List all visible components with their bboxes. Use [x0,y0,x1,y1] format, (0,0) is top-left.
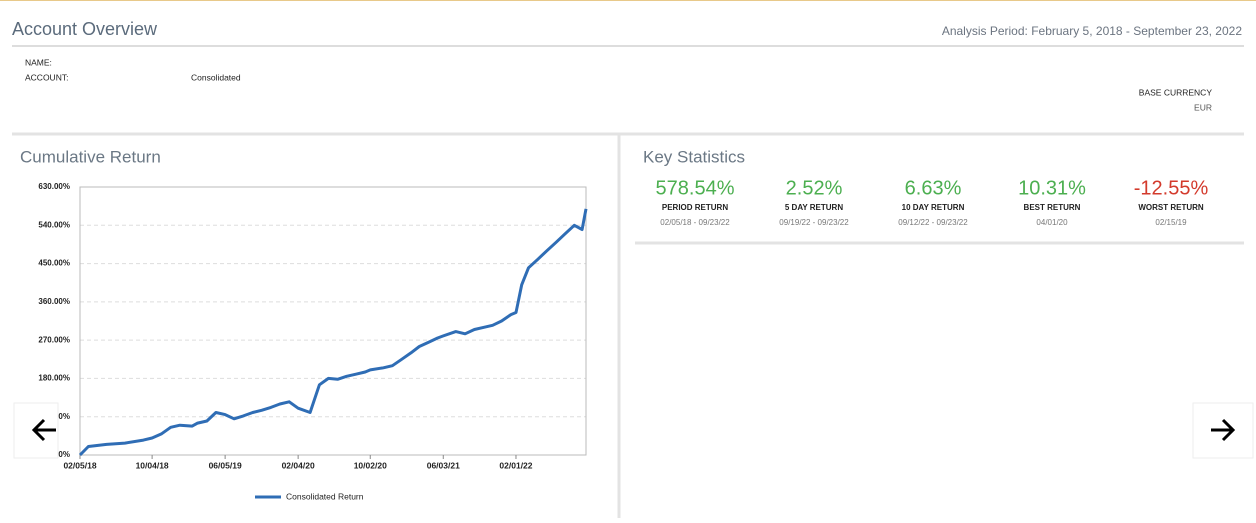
stat-value: -12.55% [1134,177,1209,199]
y-tick-label: 270.00% [38,335,70,344]
stat-period: 09/12/22 - 09/23/22 [898,218,968,227]
account-value: Consolidated [191,72,241,82]
stat-value: 2.52% [786,177,843,199]
x-tick-label: 06/03/21 [427,460,460,470]
x-tick-label: 06/05/19 [209,460,242,470]
y-tick-label: 630.00% [38,182,70,191]
y-tick-label: 540.00% [38,220,70,229]
x-tick-label: 10/04/18 [136,460,169,470]
x-tick-label: 02/01/22 [499,460,532,470]
y-tick-label: 450.00% [38,259,70,268]
stat-period: 02/05/18 - 09/23/22 [660,218,730,227]
plot-frame [79,186,587,456]
key-statistics: 578.54% PERIOD RETURN 02/05/18 - 09/23/22 2… [656,177,1209,227]
y-tick-label: 0.00% [47,450,70,459]
y-tick-label: 360.00% [38,297,70,306]
data-line [78,208,588,457]
account-label: ACCOUNT: [25,72,68,82]
name-label: NAME: [25,57,52,67]
stat-period: 02/15/19 [1155,218,1187,227]
right-arrow[interactable] [1211,418,1236,442]
x-tick-label: 10/02/20 [354,460,387,470]
stat-label: 5 DAY RETURN [785,203,843,212]
stat-value: 578.54% [656,177,735,199]
y-tick-label: 180.00% [38,374,70,383]
stat-label: BEST RETURN [1024,203,1081,212]
stat-label: PERIOD RETURN [662,203,728,212]
stat-value: 6.63% [905,177,962,199]
page-title: Account Overview [12,19,158,39]
chart: 0.00%90.00%180.00%270.00%360.00%450.00%5… [38,182,588,501]
stat-label: WORST RETURN [1138,203,1204,212]
stat-period: 09/19/22 - 09/23/22 [779,218,849,227]
x-tick-label: 02/05/18 [63,460,96,470]
stat-value: 10.31% [1018,177,1086,199]
legend-label: Consolidated Return [286,491,364,501]
prev-button[interactable] [13,402,59,459]
chart-title: Cumulative Return [20,147,161,166]
stat-label: 10 DAY RETURN [902,203,965,212]
analysis-period: Analysis Period: February 5, 2018 - Sept… [942,24,1242,38]
stat-period: 04/01/20 [1036,218,1068,227]
next-button[interactable] [1192,402,1254,459]
left-arrow[interactable] [31,418,56,442]
x-tick-label: 02/04/20 [282,460,315,470]
currency-value: EUR [1194,102,1212,112]
stats-title: Key Statistics [643,147,745,166]
currency-label: BASE CURRENCY [1139,87,1213,97]
